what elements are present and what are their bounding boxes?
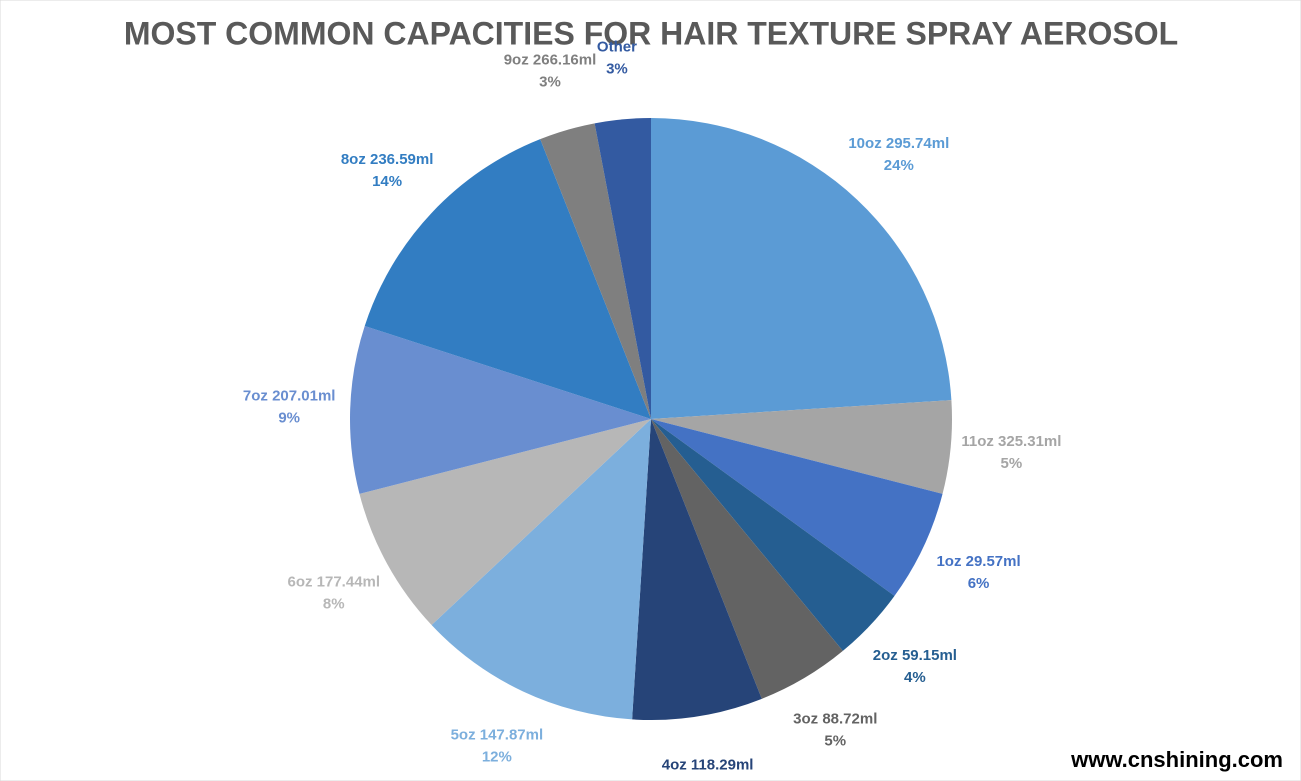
slice-value-label: 12% [482,749,512,766]
pie-slice [359,419,651,626]
pie-slice [651,400,953,494]
chart-title: MOST COMMON CAPACITIES FOR HAIR TEXTURE … [124,15,1178,51]
slice-label: 2oz 59.15ml [873,647,957,664]
slice-label: 11oz 325.31ml [961,433,1061,450]
slice-label: 6oz 177.44ml [287,573,380,590]
slice-label: 7oz 207.01ml [243,388,336,405]
pie-slice [350,325,651,494]
slice-value-label: 14% [372,173,402,190]
slice-label: Other [597,39,637,56]
slice-label: 4oz 118.29ml [662,757,754,774]
slice-value-label: 6% [968,575,990,592]
slice-label: 8oz 236.59ml [341,151,434,168]
slice-value-label: 3% [539,73,561,90]
pie-slice [651,419,895,651]
pie-slice [431,419,651,720]
slice-value-label: 7% [697,779,719,781]
slice-value-label: 8% [323,595,345,612]
pie-slice [651,419,943,596]
slice-label: 3oz 88.72ml [793,711,877,728]
slice-value-label: 5% [824,733,846,750]
pie-slice [651,118,952,419]
slice-value-label: 9% [278,410,300,427]
pie-slice [540,123,651,419]
slice-label: 5oz 147.87ml [451,727,544,744]
pie-slice [594,118,651,419]
slice-value-label: 5% [1001,455,1023,472]
pie-slice [632,419,762,721]
pie-slice [364,139,651,420]
slice-label: 9oz 266.16ml [504,51,597,68]
slice-value-label: 3% [606,61,628,78]
slice-value-label: 24% [884,157,914,174]
slice-label: 1oz 29.57ml [936,553,1020,570]
pie-slice [651,419,843,699]
watermark: www.cnshining.com [1070,747,1283,772]
slice-label: 10oz 295.74ml [848,135,949,152]
slice-value-label: 4% [904,669,926,686]
